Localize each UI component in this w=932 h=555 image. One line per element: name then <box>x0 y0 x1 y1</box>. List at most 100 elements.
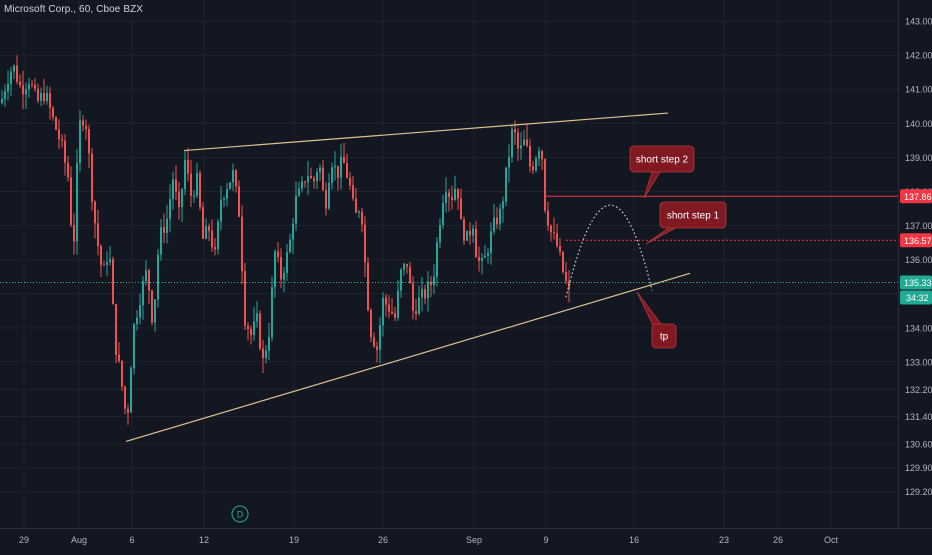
candle-body <box>133 324 135 369</box>
candle-body <box>544 159 546 211</box>
candle-body <box>280 256 282 280</box>
candle-body <box>358 211 360 213</box>
candle-body <box>136 317 138 325</box>
candle-body <box>4 91 6 100</box>
y-tick-label: 137.00 <box>905 221 932 231</box>
candle-body <box>334 165 336 168</box>
price-label-box <box>900 189 932 204</box>
candle-body <box>121 360 123 387</box>
candle-body <box>529 145 531 167</box>
dividend-label: D <box>237 510 244 520</box>
callout-short-step-1[interactable]: short step 1 <box>645 201 727 245</box>
callout-tp-label: tp <box>660 332 669 343</box>
candle-body <box>367 262 369 311</box>
candle-body <box>214 247 216 250</box>
candle-body <box>175 179 177 192</box>
candle-body <box>7 83 9 92</box>
candle-body <box>427 281 429 299</box>
y-tick-label: 131.40 <box>905 412 932 422</box>
callout-short-step-1-box <box>659 201 727 229</box>
candle-body <box>496 217 498 225</box>
candle-body <box>25 89 27 95</box>
candle-body <box>202 207 204 239</box>
countdown-box <box>900 290 932 305</box>
y-tick-label: 129.90 <box>905 463 932 473</box>
candle-body <box>541 151 543 160</box>
candle-body <box>481 257 483 261</box>
candle-body <box>343 156 345 164</box>
x-tick-label: 26 <box>378 535 388 545</box>
x-tick-label: 12 <box>199 535 209 545</box>
candle-body <box>154 299 156 323</box>
candle-body <box>61 139 63 141</box>
candle-body <box>523 139 525 146</box>
y-tick-label: 139.00 <box>905 153 932 163</box>
candle-body <box>433 276 435 286</box>
candle-body <box>247 325 249 329</box>
candle-body <box>532 166 534 171</box>
candle-body <box>283 272 285 280</box>
y-tick-label: 133.00 <box>905 358 932 368</box>
candle-body <box>223 198 225 200</box>
candle-body <box>217 221 219 250</box>
x-tick-label: 6 <box>129 535 134 545</box>
candle-body <box>46 92 48 102</box>
candle-body <box>148 270 150 291</box>
candle-body <box>316 172 318 182</box>
callout-short-step-1-label: short step 1 <box>667 211 720 222</box>
candle-body <box>559 246 561 252</box>
candle-body <box>397 290 399 318</box>
candle-body <box>385 297 387 305</box>
candle-body <box>454 188 456 200</box>
candle-body <box>349 177 351 186</box>
candle-body <box>400 269 402 291</box>
candle-body <box>55 117 57 130</box>
candle-body <box>457 188 459 199</box>
candle-body <box>82 120 84 126</box>
candle-body <box>502 201 504 209</box>
y-tick-label: 132.20 <box>905 385 932 395</box>
candle-body <box>538 151 540 159</box>
candle-body <box>28 84 30 90</box>
candle-body <box>67 162 69 178</box>
candle-body <box>286 252 288 273</box>
candle-body <box>58 129 60 140</box>
candle-body <box>406 263 408 267</box>
dividend-circle <box>231 505 249 523</box>
x-tick-label: 26 <box>773 535 783 545</box>
candle-body <box>211 230 213 248</box>
callout-short-step-2[interactable]: short step 2 <box>629 145 695 199</box>
upper-trendline[interactable] <box>183 112 669 152</box>
candle-body <box>301 181 303 189</box>
candle-body <box>562 251 564 272</box>
candle-body <box>508 157 510 168</box>
candle-body <box>394 313 396 318</box>
candle-body <box>190 173 192 196</box>
callout-short-step-2-label: short step 2 <box>636 155 689 166</box>
candle-body <box>193 195 195 197</box>
x-tick-label: 9 <box>543 535 548 545</box>
candle-body <box>226 188 228 199</box>
dividend-marker[interactable]: D <box>231 505 249 523</box>
candle-body <box>493 217 495 232</box>
candle-body <box>187 159 189 174</box>
candle-body <box>346 163 348 178</box>
candle-body <box>565 271 567 282</box>
candle-body <box>100 246 102 265</box>
candle-body <box>469 230 471 236</box>
projection-arc[interactable] <box>565 204 653 298</box>
candle-body <box>382 297 384 326</box>
lower-trendline[interactable] <box>125 272 691 443</box>
callout-tp[interactable]: tp <box>636 291 677 349</box>
candle-body <box>259 313 261 349</box>
candle-body <box>19 81 21 86</box>
candle-body <box>172 179 174 200</box>
candle-body <box>271 287 273 338</box>
candle-body <box>364 224 366 263</box>
candle-body <box>355 198 357 213</box>
candle-body <box>163 227 165 233</box>
candle-body <box>130 368 132 413</box>
y-tick-label: 142.00 <box>905 51 932 61</box>
